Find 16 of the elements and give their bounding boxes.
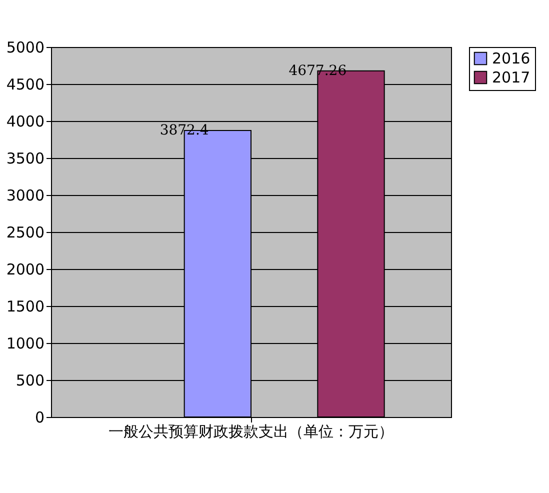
y-tick-label: 3000 [6,186,44,204]
y-tick-label: 0 [34,408,44,426]
x-tick-label: 一般公共预算财政拨款支出（单位：万元） [108,422,394,440]
data-label: 4677.26 [288,62,347,79]
y-tick-label: 1500 [6,298,44,316]
y-tick-label: 1000 [6,334,44,352]
y-tick-label: 4000 [6,112,44,130]
y-tick-label: 2500 [6,224,44,242]
y-tick-label: 4500 [6,76,44,94]
y-tick-label: 2000 [6,260,44,278]
y-tick-label: 5000 [6,38,44,56]
y-tick-label: 3500 [6,150,44,168]
legend-label: 2017 [492,68,530,86]
y-tick-label: 500 [16,372,44,390]
data-label: 3872.4 [160,122,209,138]
legend-label: 2016 [492,50,530,68]
